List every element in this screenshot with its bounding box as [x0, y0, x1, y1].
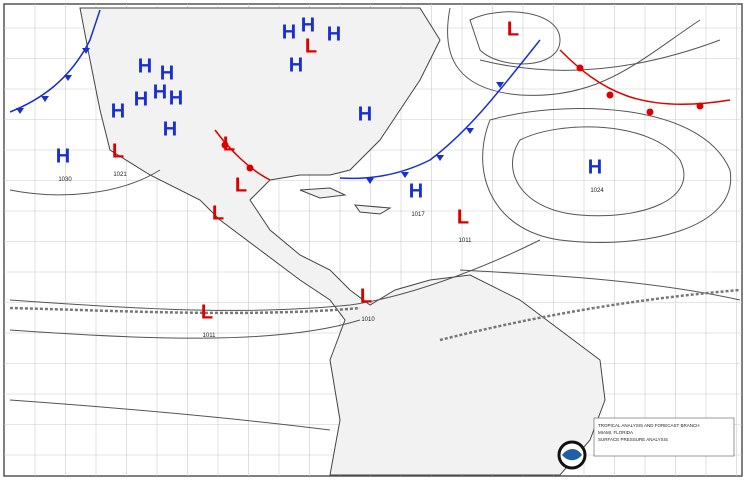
center-letter: H	[289, 54, 303, 76]
isobars	[9, 7, 741, 431]
legend-line: SURFACE PRESSURE ANALYSIS	[598, 437, 668, 442]
center-letter: H	[358, 103, 372, 125]
center-letter: H	[153, 81, 167, 103]
center-pressure: 1010	[361, 317, 375, 323]
center-letter: L	[457, 206, 469, 228]
center-pressure: 1024	[590, 188, 604, 194]
center-letter: L	[235, 174, 247, 196]
warm-front	[214, 129, 271, 181]
center-pressure: 1011	[203, 333, 217, 339]
center-letter: H	[160, 62, 174, 84]
legend-frame	[593, 417, 735, 457]
center-letter: H	[138, 55, 152, 77]
center-letter: H	[163, 118, 177, 140]
center-pressure: 1030	[58, 177, 72, 183]
itcz	[9, 306, 361, 315]
center-letter: L	[360, 285, 372, 307]
center-pressure: 1011	[459, 238, 473, 244]
legend-box: TROPICAL ANALYSIS AND FORECAST BRANCH MI…	[557, 417, 735, 470]
front-semicircle	[646, 108, 654, 116]
center-letter: H	[111, 100, 125, 122]
legend-line: MIAMI, FLORIDA	[598, 430, 633, 435]
front-triangle	[16, 108, 24, 114]
front-triangle	[496, 82, 504, 88]
center-letter: H	[409, 180, 423, 202]
front-semicircle	[606, 91, 614, 99]
center-letter: L	[112, 140, 124, 162]
center-letter: H	[327, 23, 341, 45]
cold-front	[339, 39, 541, 180]
front-triangle	[436, 155, 444, 161]
center-letter: L	[223, 133, 235, 155]
center-letter: H	[588, 156, 602, 178]
front-triangle	[64, 75, 72, 81]
center-letter: H	[134, 88, 148, 110]
cold-front	[9, 9, 101, 113]
center-letter: L	[212, 202, 224, 224]
noaa-logo-bird	[562, 449, 582, 461]
front-semicircle	[221, 141, 229, 149]
center-letter: H	[56, 145, 70, 167]
legend-line: TROPICAL ANALYSIS AND FORECAST BRANCH	[598, 423, 699, 428]
front-triangle	[41, 96, 49, 102]
front-semicircle	[696, 102, 704, 110]
front-semicircle	[576, 64, 584, 72]
center-letter: L	[507, 18, 519, 40]
center-pressure: 1017	[411, 212, 425, 218]
center-letter: L	[305, 35, 317, 57]
center-letter: H	[282, 21, 296, 43]
front-triangle	[401, 172, 409, 178]
land	[79, 7, 606, 476]
front-triangle	[82, 48, 90, 54]
center-letter: H	[301, 14, 315, 36]
center-pressure: 1021	[113, 172, 127, 178]
front-triangle	[466, 128, 474, 134]
front-triangle	[366, 178, 374, 184]
center-letter: L	[201, 301, 213, 323]
front-semicircle	[246, 164, 254, 172]
center-letter: H	[169, 87, 183, 109]
